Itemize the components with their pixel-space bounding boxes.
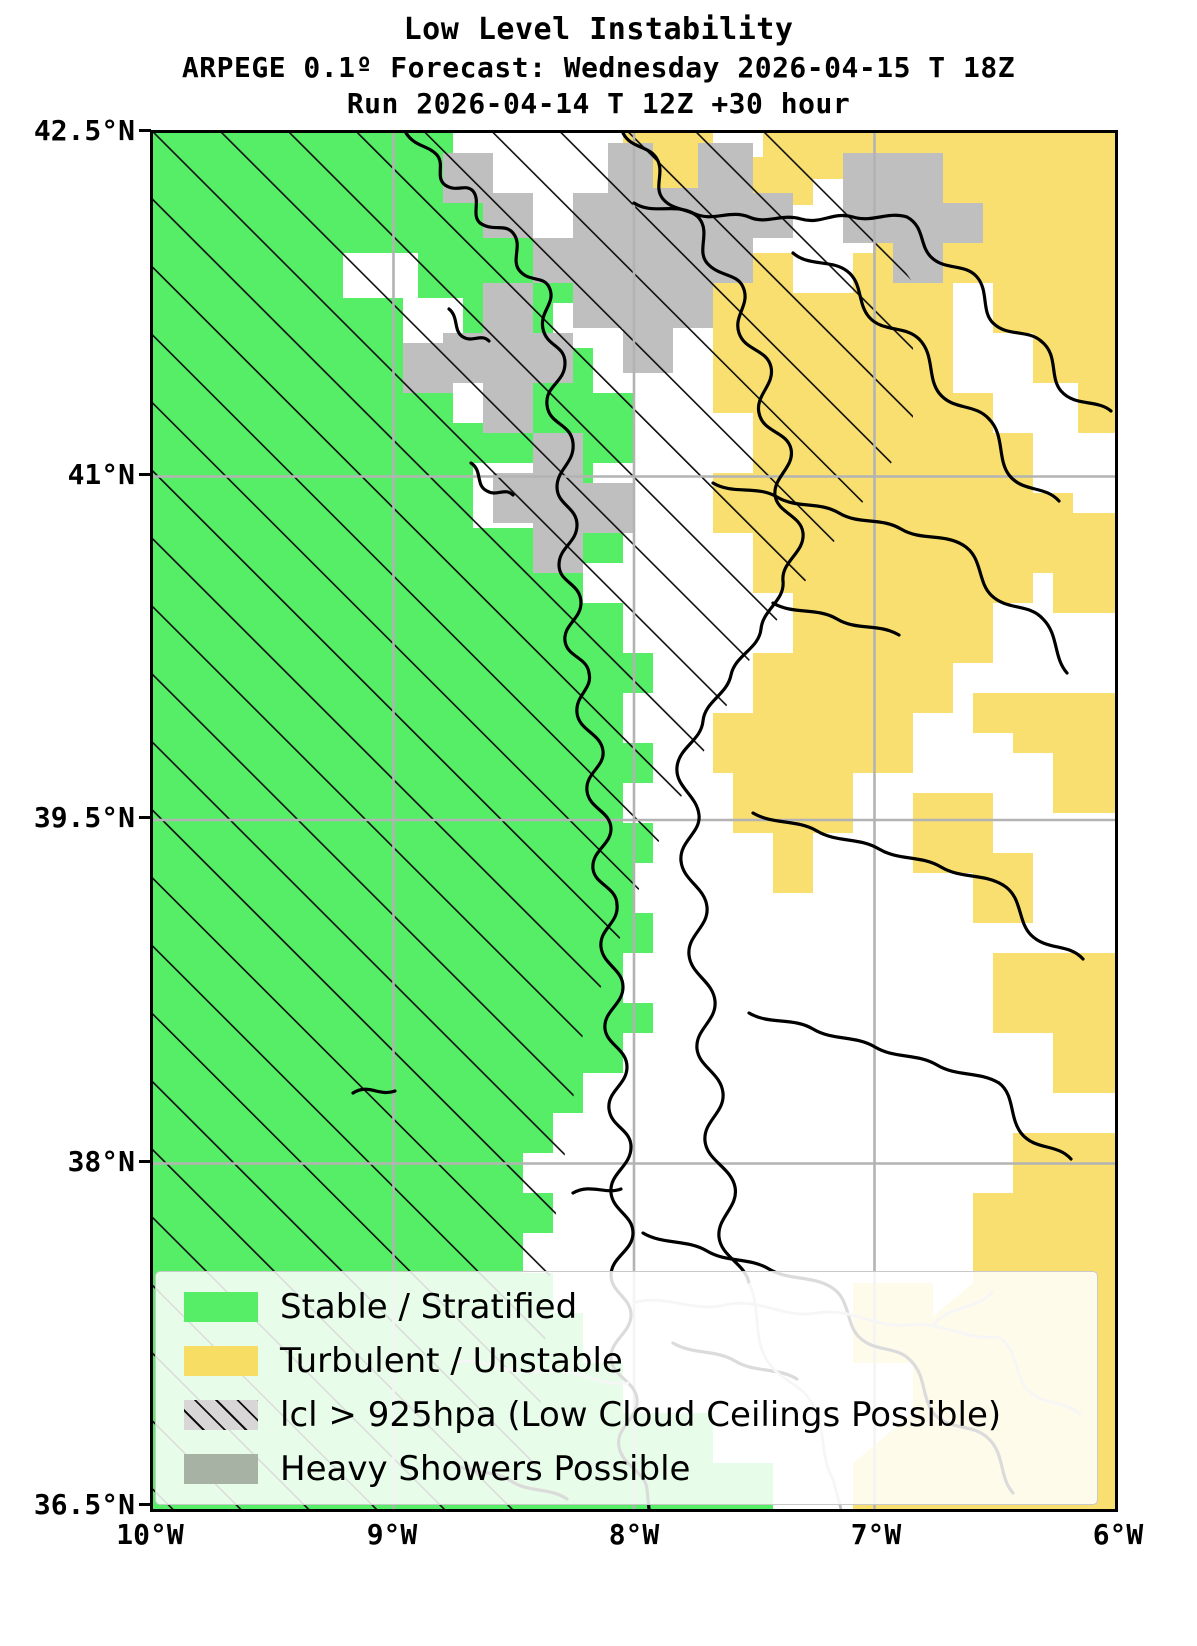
- legend-item-lcl[interactable]: lcl > 925hpa (Low Cloud Ceilings Possibl…: [170, 1388, 1083, 1442]
- legend-swatch-turbulent-icon: [184, 1346, 258, 1376]
- legend-item-showers[interactable]: Heavy Showers Possible: [170, 1442, 1083, 1496]
- legend-label-showers: Heavy Showers Possible: [280, 1449, 691, 1489]
- y-tick-mark-0: [139, 129, 151, 132]
- legend-item-turbulent[interactable]: Turbulent / Unstable: [170, 1334, 1083, 1388]
- y-tick-label-4: 36.5°N: [33, 1488, 135, 1521]
- title-block: Low Level Instability ARPEGE 0.1º Foreca…: [0, 0, 1197, 122]
- map-canvas: [153, 133, 1115, 1509]
- page-title: Low Level Instability: [403, 12, 794, 47]
- x-tick-label-4: 6°W: [1092, 1518, 1144, 1551]
- y-tick-mark-4: [139, 1503, 151, 1506]
- y-tick-label-2: 39.5°N: [33, 801, 135, 834]
- legend-swatch-showers-icon: [184, 1454, 258, 1484]
- legend-label-turbulent: Turbulent / Unstable: [280, 1341, 623, 1381]
- x-tick-label-0: 10°W: [116, 1518, 184, 1551]
- y-tick-mark-2: [139, 816, 151, 819]
- legend-swatch-lcl-hatched-icon: [184, 1400, 258, 1430]
- y-tick-mark-3: [139, 1160, 151, 1163]
- x-tick-label-2: 8°W: [608, 1518, 660, 1551]
- forecast-subtitle: ARPEGE 0.1º Forecast: Wednesday 2026-04-…: [181, 51, 1016, 84]
- y-tick-mark-1: [139, 473, 151, 476]
- legend-item-stable[interactable]: Stable / Stratified: [170, 1280, 1083, 1334]
- legend-label-lcl: lcl > 925hpa (Low Cloud Ceilings Possibl…: [280, 1395, 1002, 1435]
- y-tick-label-3: 38°N: [67, 1145, 135, 1178]
- run-subtitle: Run 2026-04-14 T 12Z +30 hour: [346, 87, 851, 120]
- y-tick-label-1: 41°N: [67, 458, 135, 491]
- legend-swatch-stable-icon: [184, 1292, 258, 1322]
- legend-label-stable: Stable / Stratified: [280, 1287, 578, 1327]
- x-tick-label-3: 7°W: [850, 1518, 902, 1551]
- x-tick-label-1: 9°W: [366, 1518, 418, 1551]
- map-legend: Stable / Stratified Turbulent / Unstable…: [155, 1271, 1098, 1505]
- y-tick-label-0: 42.5°N: [33, 114, 135, 147]
